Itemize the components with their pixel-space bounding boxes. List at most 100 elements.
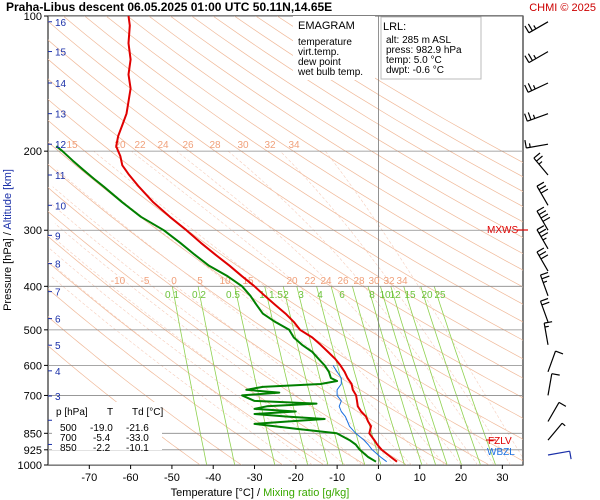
- wind-barb-flag: [540, 188, 549, 194]
- y-tick-label: 100: [24, 11, 42, 23]
- y-tick-label: 700: [24, 390, 42, 402]
- wind-barb-half-flag: [532, 85, 536, 90]
- mixing-ratio-label: 6: [339, 290, 345, 301]
- x-axis-label-temperature: Temperature [°C]: [171, 487, 254, 499]
- wind-barb-flag: [538, 210, 547, 216]
- wind-barb: [547, 373, 560, 396]
- moist-adiabat: [176, 150, 478, 465]
- dry-adiabat: [105, 16, 523, 288]
- dry-adiabat: [169, 16, 523, 238]
- wind-barb-flag: [542, 216, 551, 222]
- wind-barb-half-flag: [561, 422, 566, 427]
- y-tick-label: 925: [24, 445, 42, 457]
- dry-adiabat: [48, 78, 523, 399]
- moist-adiabat: [50, 276, 296, 465]
- wind-barb: [543, 321, 553, 345]
- moist-adiabat-label: 20: [114, 140, 126, 151]
- legend-title: EMAGRAM: [298, 20, 355, 32]
- dry-adiabat: [48, 58, 523, 379]
- y-axis-label-pressure: Pressure [hPa]: [2, 238, 14, 311]
- dry-adiabat-label: 30: [368, 276, 380, 287]
- wind-barb-flag: [538, 228, 547, 234]
- moist-adiabat-label: 32: [264, 140, 276, 151]
- lrl-altitude: alt: 285 m ASL: [386, 35, 451, 46]
- plot-area: [47, 15, 524, 466]
- dry-adiabat: [84, 16, 523, 305]
- wind-barb-flag: [527, 112, 532, 121]
- series-dew-pointline: [55, 145, 377, 463]
- x-axis-label-separator: /: [254, 487, 263, 499]
- moist-adiabat: [54, 223, 363, 465]
- wind-barb-flag: [541, 275, 550, 280]
- levels-table-row-p: 500: [60, 423, 77, 434]
- legend-background: [293, 16, 375, 80]
- wind-barb-flag: [527, 23, 533, 32]
- wind-barb-flag: [540, 297, 549, 302]
- mixing-ratio-label: 0.5: [226, 290, 240, 301]
- moist-adiabat-label: 26: [182, 140, 194, 151]
- dry-adiabat-label: -5: [141, 276, 150, 287]
- wind-barb-flag: [544, 321, 553, 324]
- dry-adiabat-label: 0: [171, 276, 177, 287]
- wind-barb: [524, 51, 549, 64]
- moist-adiabat: [52, 186, 396, 465]
- dry-adiabat-label: 20: [286, 276, 298, 287]
- levels-table-row-t: -2.2: [93, 443, 111, 454]
- altitude-tick-label: 5: [55, 341, 61, 352]
- series-temperatureline: [115, 16, 398, 463]
- moist-adiabat-label: 15: [66, 140, 78, 151]
- wind-barb-flag: [533, 152, 541, 159]
- y-axis-label-separator: /: [2, 230, 14, 239]
- wind-barb: [524, 82, 549, 93]
- mixing-ratio-label: 0.2: [192, 290, 206, 301]
- sounding-series: [55, 16, 398, 463]
- lrl-title: LRL:: [383, 21, 406, 33]
- wind-barb-shaft: [527, 82, 549, 93]
- legend: EMAGRAM temperature virt.temp. dew point…: [293, 16, 375, 80]
- dry-adiabat: [191, 16, 523, 223]
- wind-barb-flag: [538, 185, 547, 191]
- wind-barb-half-flag: [538, 161, 543, 165]
- y-tick-label: 600: [24, 360, 42, 372]
- wind-barb-shaft: [533, 157, 549, 176]
- lrl-pressure: press: 982.9 hPa: [386, 45, 462, 56]
- wind-barb-shaft: [547, 422, 563, 441]
- legend-item-temperature: temperature: [298, 37, 352, 48]
- moist-adiabat-label: 28: [209, 140, 221, 151]
- wind-barb-half-flag: [528, 143, 531, 148]
- altitude-tick-label: 3: [55, 392, 61, 403]
- mixing-ratio-label: 0.1: [165, 290, 179, 301]
- x-tick-label: 10: [414, 472, 426, 484]
- wind-barb-flag: [540, 254, 549, 260]
- levels-table-row-p: 850: [60, 443, 77, 454]
- mixing-ratio-label: 25: [434, 290, 446, 301]
- wind-barb-flag: [555, 350, 564, 355]
- altitude-tick-label: 10: [55, 201, 67, 212]
- altitude-tick-label: 7: [55, 288, 61, 299]
- wind-barb-flag: [540, 213, 549, 219]
- wind-barb-flag: [524, 55, 530, 63]
- mixing-ratio-label: 2: [283, 290, 289, 301]
- moist-adiabat-label: 22: [134, 140, 146, 151]
- legend-item-wet-bulb: wet bulb temp.: [297, 67, 363, 78]
- dry-adiabat-label: 26: [337, 276, 349, 287]
- moist-adiabat: [49, 248, 330, 465]
- levels-table-row-t: -5.4: [93, 433, 111, 444]
- wbzl-label: WBZL: [487, 447, 515, 458]
- y-axis-label-altitude: Altitude [km]: [2, 169, 14, 230]
- wind-barb: [547, 350, 564, 373]
- wind-barb-flag: [524, 84, 529, 93]
- fzlv-label: FZLV: [488, 436, 512, 447]
- dry-adiabat: [148, 16, 523, 255]
- altitude-tick-label: 9: [55, 231, 61, 242]
- dry-adiabat: [48, 20, 523, 341]
- chart-title: Praha-Libus descent 06.05.2025 01:00 UTC…: [6, 0, 332, 14]
- wind-barb-shaft: [528, 21, 549, 34]
- moist-adiabat: [93, 150, 445, 465]
- levels-table-row-td: -33.0: [126, 433, 149, 444]
- level-markers: MXWS FZLV WBZL: [486, 225, 528, 458]
- wind-barb-flag: [524, 113, 528, 122]
- x-tick-label: -60: [123, 472, 139, 484]
- levels-table-header-td: Td [°C]: [132, 407, 163, 418]
